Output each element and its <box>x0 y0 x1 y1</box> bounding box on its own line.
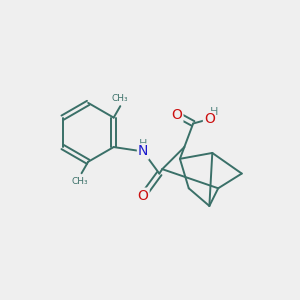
Text: H: H <box>210 107 218 117</box>
Text: O: O <box>204 112 215 126</box>
Text: CH₃: CH₃ <box>112 94 129 103</box>
Text: O: O <box>138 189 148 202</box>
Text: CH₃: CH₃ <box>72 177 88 186</box>
Text: H: H <box>139 139 147 149</box>
Text: N: N <box>138 145 148 158</box>
Text: O: O <box>172 108 182 122</box>
